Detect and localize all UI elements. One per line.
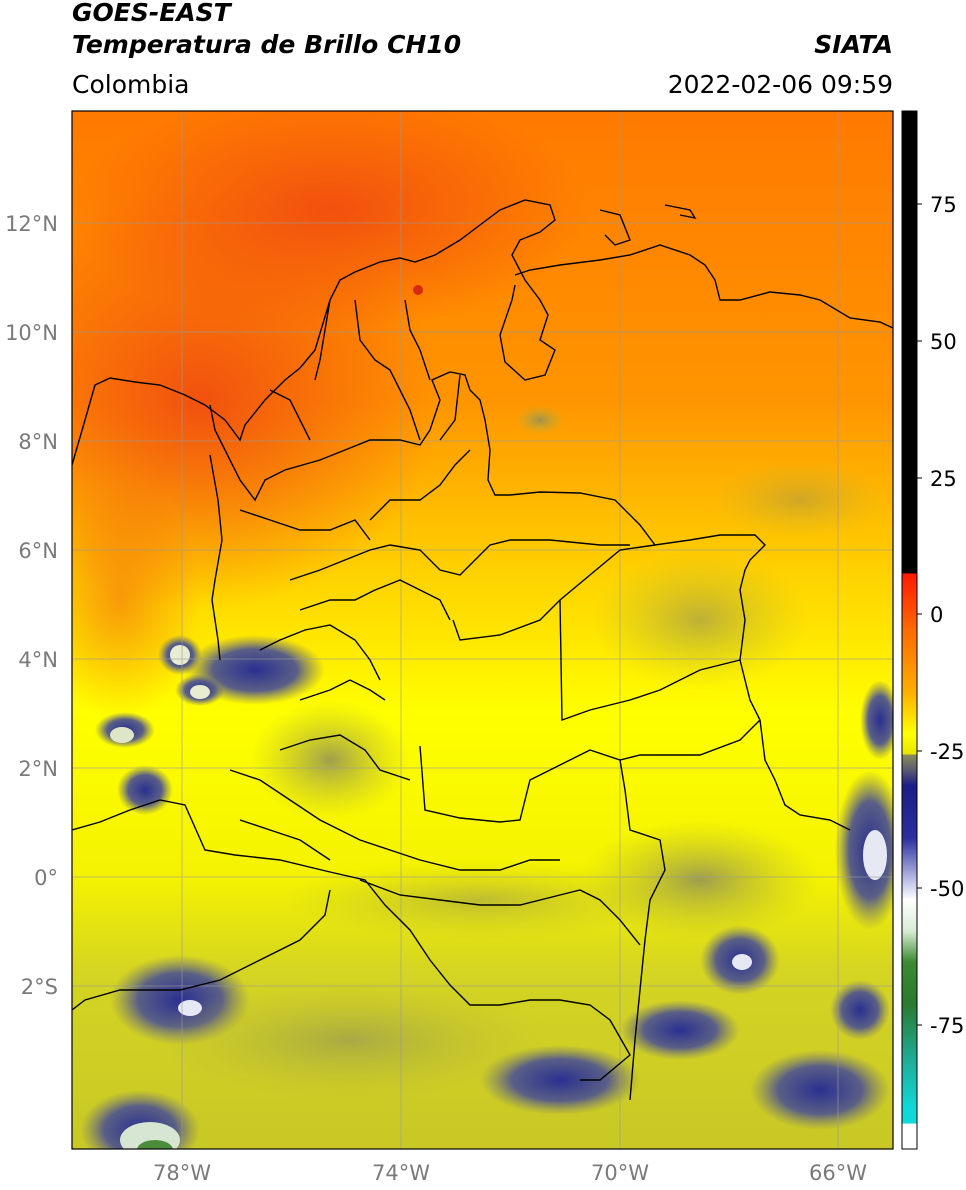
lat-tick-label: 2°N [18,757,58,781]
colorbar-tick-label: -25 [930,740,964,764]
colorbar-ramp [901,110,918,1150]
colorbar-tick-label: 75 [930,193,957,217]
colorbar-tick-label: -75 [930,1014,964,1038]
lat-tick-label: 12°N [5,212,58,236]
lat-tick-label: 2°S [21,975,58,999]
product-title: Temperatura de Brillo CH10 [72,30,462,59]
colorbar-tick-label: 0 [930,603,943,627]
colorbar-tick-label: -50 [930,877,964,901]
colorbar: 75 50 25 0 -25 -50 -75 [901,110,964,1150]
map-frame [71,110,894,1150]
lat-tick-label: 4°N [18,648,58,672]
lat-tick-label: 10°N [5,321,58,345]
lat-tick-label: 0° [34,866,58,890]
lon-tick-label: 70°W [591,1161,649,1185]
organization-label: SIATA [814,30,893,59]
lat-tick-label: 6°N [18,539,58,563]
region-label: Colombia [72,70,190,99]
lon-tick-label: 66°W [809,1161,867,1185]
timestamp-label: 2022-02-06 09:59 [667,70,893,99]
lon-tick-label: 74°W [372,1161,430,1185]
lat-tick-label: 8°N [18,430,58,454]
brightness-temperature-field [72,111,893,1149]
map-gridlines [72,111,893,1149]
coastlines-and-boundaries [72,199,893,1101]
colorbar-tick-label: 50 [930,330,957,354]
satellite-title: GOES-EAST [72,0,231,27]
lat-tick-labels: 12°N 10°N 8°N 6°N 4°N 2°N 0° 2°S [5,212,58,999]
lon-tick-labels: 78°W 74°W 70°W 66°W [153,1161,867,1185]
colorbar-tick-label: 25 [930,467,957,491]
lon-tick-label: 78°W [153,1161,211,1185]
